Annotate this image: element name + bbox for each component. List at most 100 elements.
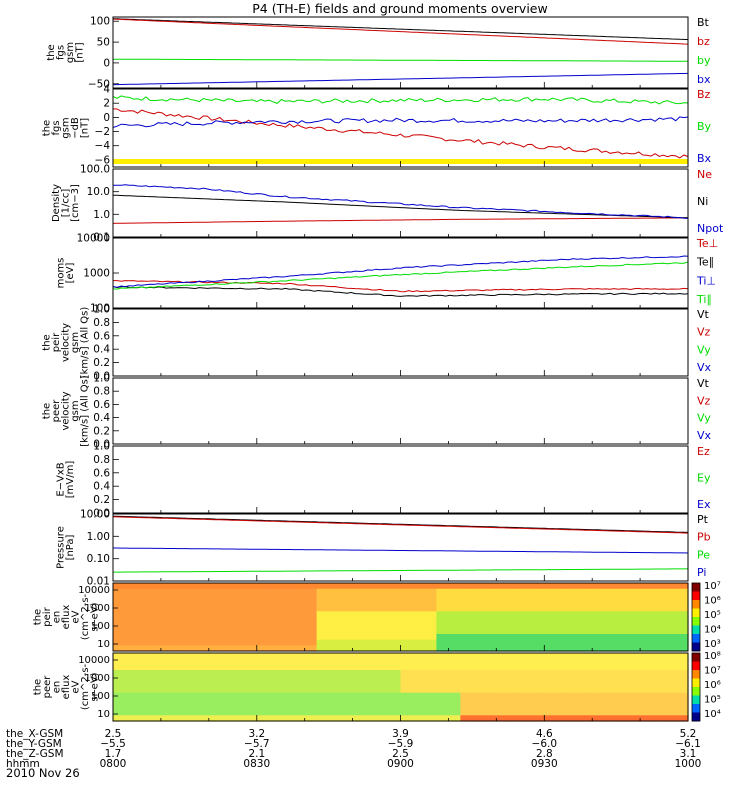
heatmap-cell xyxy=(664,600,677,607)
panel-4: 10000 1000 100 moms[eV] Te⊥ Te∥ Ti⊥ Ti∥ xyxy=(55,233,718,315)
legend-label-by: by xyxy=(697,54,711,67)
heatmap-cell xyxy=(328,588,342,595)
heatmap-cell xyxy=(568,628,581,635)
heatmap-cell xyxy=(280,653,294,660)
xaxis-value: 4.6 xyxy=(536,728,553,740)
heatmap-cell xyxy=(412,622,426,629)
heatmap-cell xyxy=(256,687,270,694)
heatmap-cell xyxy=(364,715,378,722)
heatmap-cell xyxy=(532,617,545,624)
heatmap-cell xyxy=(125,628,138,635)
y-axis-label: moms xyxy=(55,258,66,289)
heatmap-cell xyxy=(424,687,438,694)
heatmap-cell xyxy=(568,634,581,641)
heatmap-cell xyxy=(676,704,689,711)
legend-label-By: By xyxy=(697,120,712,133)
colorbar-swatch xyxy=(692,695,700,705)
heatmap-cell xyxy=(520,588,533,595)
heatmap-cell xyxy=(532,670,545,677)
legend-label-bx: bx xyxy=(697,73,711,86)
series-line-Bt xyxy=(112,18,689,41)
heatmap-cell xyxy=(244,622,258,629)
heatmap-cell xyxy=(496,687,509,694)
heatmap-cell xyxy=(556,594,569,601)
heatmap-cell xyxy=(604,692,617,699)
y-tick-label: 0.4 xyxy=(93,412,110,424)
heatmap-cell xyxy=(256,588,270,595)
heatmap-cell xyxy=(568,709,581,716)
heatmap-cell xyxy=(520,611,533,618)
heatmap-cell xyxy=(340,639,354,646)
y-tick-label: 2 xyxy=(103,98,110,110)
heatmap-cell xyxy=(556,617,569,624)
heatmap-cell xyxy=(616,692,629,699)
heatmap-cell xyxy=(484,698,497,705)
heatmap-cell xyxy=(316,634,330,641)
y-tick-label: −4 xyxy=(95,140,111,152)
heatmap-cell xyxy=(268,715,282,722)
heatmap-cell xyxy=(256,675,270,682)
heatmap-cell xyxy=(256,617,270,624)
colorbar-tick-label: 10⁶ xyxy=(704,680,721,691)
heatmap-cell xyxy=(148,658,162,665)
heatmap-cell xyxy=(352,583,366,590)
heatmap-cell xyxy=(328,594,342,601)
heatmap-cell xyxy=(592,622,605,629)
heatmap-cell xyxy=(472,692,485,699)
heatmap-cell xyxy=(652,605,665,612)
heatmap-cell xyxy=(460,670,473,677)
heatmap-cell xyxy=(160,698,174,705)
heatmap-cell xyxy=(196,605,210,612)
heatmap-cell xyxy=(616,670,629,677)
heatmap-cell xyxy=(376,715,390,722)
heatmap-cell xyxy=(448,704,461,711)
heatmap-cell xyxy=(508,628,521,635)
heatmap-cell xyxy=(172,617,186,624)
heatmap-cell xyxy=(268,594,282,601)
panel-frame xyxy=(112,377,689,445)
heatmap-cell xyxy=(364,698,378,705)
y-tick-label: 0.8 xyxy=(93,317,110,329)
heatmap-cell xyxy=(208,639,222,646)
heatmap-cell xyxy=(376,645,390,652)
heatmap-cell xyxy=(544,622,557,629)
xaxis-value: −5.9 xyxy=(388,738,414,750)
heatmap-cell xyxy=(220,622,234,629)
heatmap-cell xyxy=(484,617,497,624)
heatmap-cell xyxy=(292,594,306,601)
y-tick-label: 0.1 xyxy=(93,232,110,244)
heatmap-cell xyxy=(292,583,306,590)
series-line-Bx xyxy=(112,116,689,128)
heatmap-cell xyxy=(520,687,533,694)
y-tick-label: −50 xyxy=(88,78,110,90)
heatmap-cell xyxy=(172,583,186,590)
panel-6: 1.00.80.60.40.20.0thepeervelocitygsm[km/… xyxy=(42,373,712,451)
heatmap-cell xyxy=(484,628,497,635)
heatmap-cell xyxy=(352,704,366,711)
colorbar-tick-label: 10⁵ xyxy=(704,695,721,706)
heatmap-cell xyxy=(328,605,342,612)
heatmap-cell xyxy=(244,715,258,722)
heatmap-cell xyxy=(220,611,234,618)
heatmap-cell xyxy=(664,692,677,699)
heatmap-cell xyxy=(568,698,581,705)
heatmap-cell xyxy=(268,653,282,660)
heatmap-cell xyxy=(137,594,150,601)
heatmap-cell xyxy=(388,588,402,595)
y-axis-label: peir xyxy=(42,606,53,626)
heatmap-cell xyxy=(160,600,174,607)
heatmap-cell xyxy=(232,622,246,629)
heatmap-cell xyxy=(652,611,665,618)
heatmap-cell xyxy=(388,658,402,665)
heatmap-cell xyxy=(268,692,282,699)
heatmap-cell xyxy=(604,634,617,641)
heatmap-cell xyxy=(532,622,545,629)
heatmap-cell xyxy=(580,617,593,624)
heatmap-cell xyxy=(628,687,641,694)
heatmap-cell xyxy=(160,715,174,722)
heatmap-cell xyxy=(676,698,689,705)
heatmap-cell xyxy=(664,639,677,646)
heatmap-cell xyxy=(125,622,138,629)
heatmap-cell xyxy=(148,617,162,624)
heatmap-cell xyxy=(592,645,605,652)
